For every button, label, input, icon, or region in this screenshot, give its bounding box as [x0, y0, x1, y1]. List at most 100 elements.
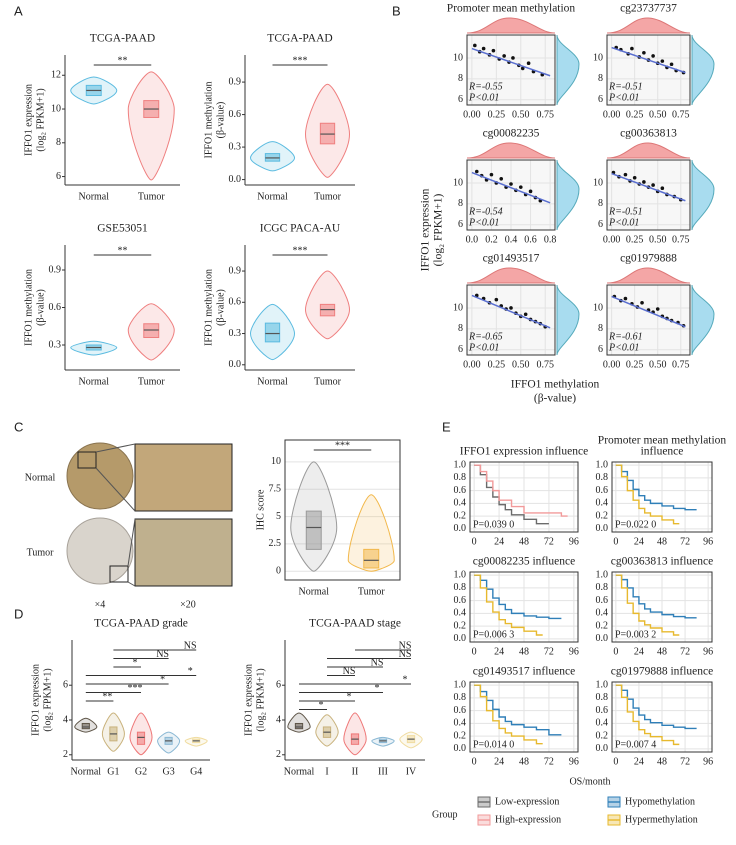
x-tick-label: 48: [657, 646, 667, 657]
x-tick-label: 48: [657, 756, 667, 767]
point: [651, 54, 655, 58]
y-tick-label: 1.0: [596, 679, 609, 690]
chart-title: TCGA-PAAD: [267, 33, 332, 45]
x-tick-label: 0.75: [672, 234, 690, 245]
x-tick-label: G1: [107, 766, 119, 777]
marginal-density: [556, 159, 580, 231]
y-tick-label: 10: [593, 302, 603, 313]
x-tick-label: 96: [703, 756, 713, 767]
x-tick-label: Tumor: [314, 191, 342, 202]
survival-curve: [474, 684, 562, 736]
legend-label: High-expression: [495, 814, 561, 825]
y-tick-label: 0.6: [596, 595, 609, 606]
y-tick-label: 0.2: [596, 620, 609, 631]
y-tick-label: 10: [593, 177, 603, 188]
x-tick-label: 48: [657, 536, 667, 547]
y-tick-label: 5: [276, 511, 281, 522]
significance-label: **: [118, 245, 128, 256]
survival-curve: [615, 684, 680, 746]
y-tick-label: 0.0: [454, 633, 467, 644]
significance-label: NS: [399, 649, 412, 660]
point: [651, 183, 655, 187]
x-tick-label: G3: [162, 766, 174, 777]
chart-title: cg01979888: [620, 253, 677, 265]
y-tick-label: 0.0: [596, 633, 609, 644]
plot-frame: [611, 571, 713, 643]
x-tick-label: 0.2: [485, 234, 498, 245]
p-label: P=0.022 0: [615, 519, 656, 530]
plot-frame: [469, 681, 579, 753]
y-tick-label: 0.8: [454, 472, 467, 483]
x-tick-label: G2: [135, 766, 147, 777]
x-tick-label: I: [325, 766, 328, 777]
y-tick-label: 0.9: [49, 264, 62, 275]
significance-label: *: [133, 657, 138, 668]
y-tick-label: 0.6: [454, 595, 467, 606]
y-axis-label: (β-value): [35, 289, 46, 326]
point: [509, 182, 513, 186]
x-tick-label: 48: [519, 536, 529, 547]
fit-line: [611, 295, 686, 328]
box: [264, 322, 281, 343]
point: [474, 169, 479, 174]
x-tick-label: 24: [634, 756, 644, 767]
marginal-density: [606, 142, 691, 159]
y-tick-label: 1.0: [454, 679, 467, 690]
point: [491, 48, 496, 53]
marginal-density: [691, 34, 715, 106]
x-tick-label: 96: [569, 756, 579, 767]
x-tick-label: 0.50: [649, 359, 667, 370]
y-axis-label: IFFO1 methylation: [203, 82, 214, 159]
box: [294, 722, 304, 730]
image-label: ×4: [95, 599, 106, 610]
p-label: P=0.003 2: [615, 629, 656, 640]
y-tick-label: 0.0: [229, 174, 242, 185]
y-tick-label: 0.8: [596, 582, 609, 593]
panel-letter: C: [14, 419, 23, 434]
y-tick-label: 0.2: [454, 620, 467, 631]
x-tick-label: 24: [494, 756, 504, 767]
x-tick-label: 0.00: [463, 359, 481, 370]
y-tick-label: 0.4: [454, 718, 467, 729]
legend-title: Group: [432, 809, 458, 820]
plot-frame: [466, 159, 556, 231]
significance-label: ***: [128, 683, 143, 694]
y-tick-label: 6: [56, 171, 61, 182]
y-tick-label: 1.0: [596, 569, 609, 580]
x-tick-label: Normal: [78, 191, 109, 202]
p-label: P=0.007 4: [615, 739, 656, 750]
x-tick-label: 24: [634, 646, 644, 657]
point: [640, 300, 644, 305]
marginal-density: [466, 267, 556, 284]
normal-zoom-image: [134, 443, 233, 512]
x-tick-label: 48: [519, 646, 529, 657]
plot-frame: [469, 571, 579, 643]
zoom-connector: [95, 467, 136, 512]
survival-curve: [474, 464, 568, 517]
y-tick-label: 0.4: [454, 608, 467, 619]
x-tick-label: II: [352, 766, 359, 777]
chart-title: cg00363813 influence: [611, 556, 714, 568]
x-tick-label: 72: [544, 536, 554, 547]
tumor-zoom-image: [134, 518, 233, 587]
x-tick-label: 0: [472, 646, 477, 657]
plot-background: [607, 285, 690, 355]
y-tick-label: 0.4: [596, 718, 609, 729]
p-label: P<0.01: [608, 92, 639, 103]
point: [623, 296, 628, 301]
y-tick-label: 0.9: [229, 265, 242, 276]
chart-title: Promoter mean methylation: [598, 435, 727, 447]
x-tick-label: Tumor: [358, 586, 386, 597]
x-tick-label: 0.75: [536, 109, 554, 120]
significance-label: NS: [399, 640, 412, 651]
y-axis-label: IFFO1 expression: [30, 664, 41, 736]
x-tick-label: 0.75: [672, 359, 690, 370]
x-tick-label: 0.25: [488, 359, 506, 370]
x-tick-label: 96: [703, 646, 713, 657]
x-tick-label: 24: [634, 536, 644, 547]
y-tick-label: 8: [458, 73, 463, 84]
y-tick-label: 6: [276, 680, 281, 691]
x-tick-label: 0.50: [649, 234, 667, 245]
y-tick-label: 2: [63, 749, 68, 760]
point: [642, 50, 646, 55]
